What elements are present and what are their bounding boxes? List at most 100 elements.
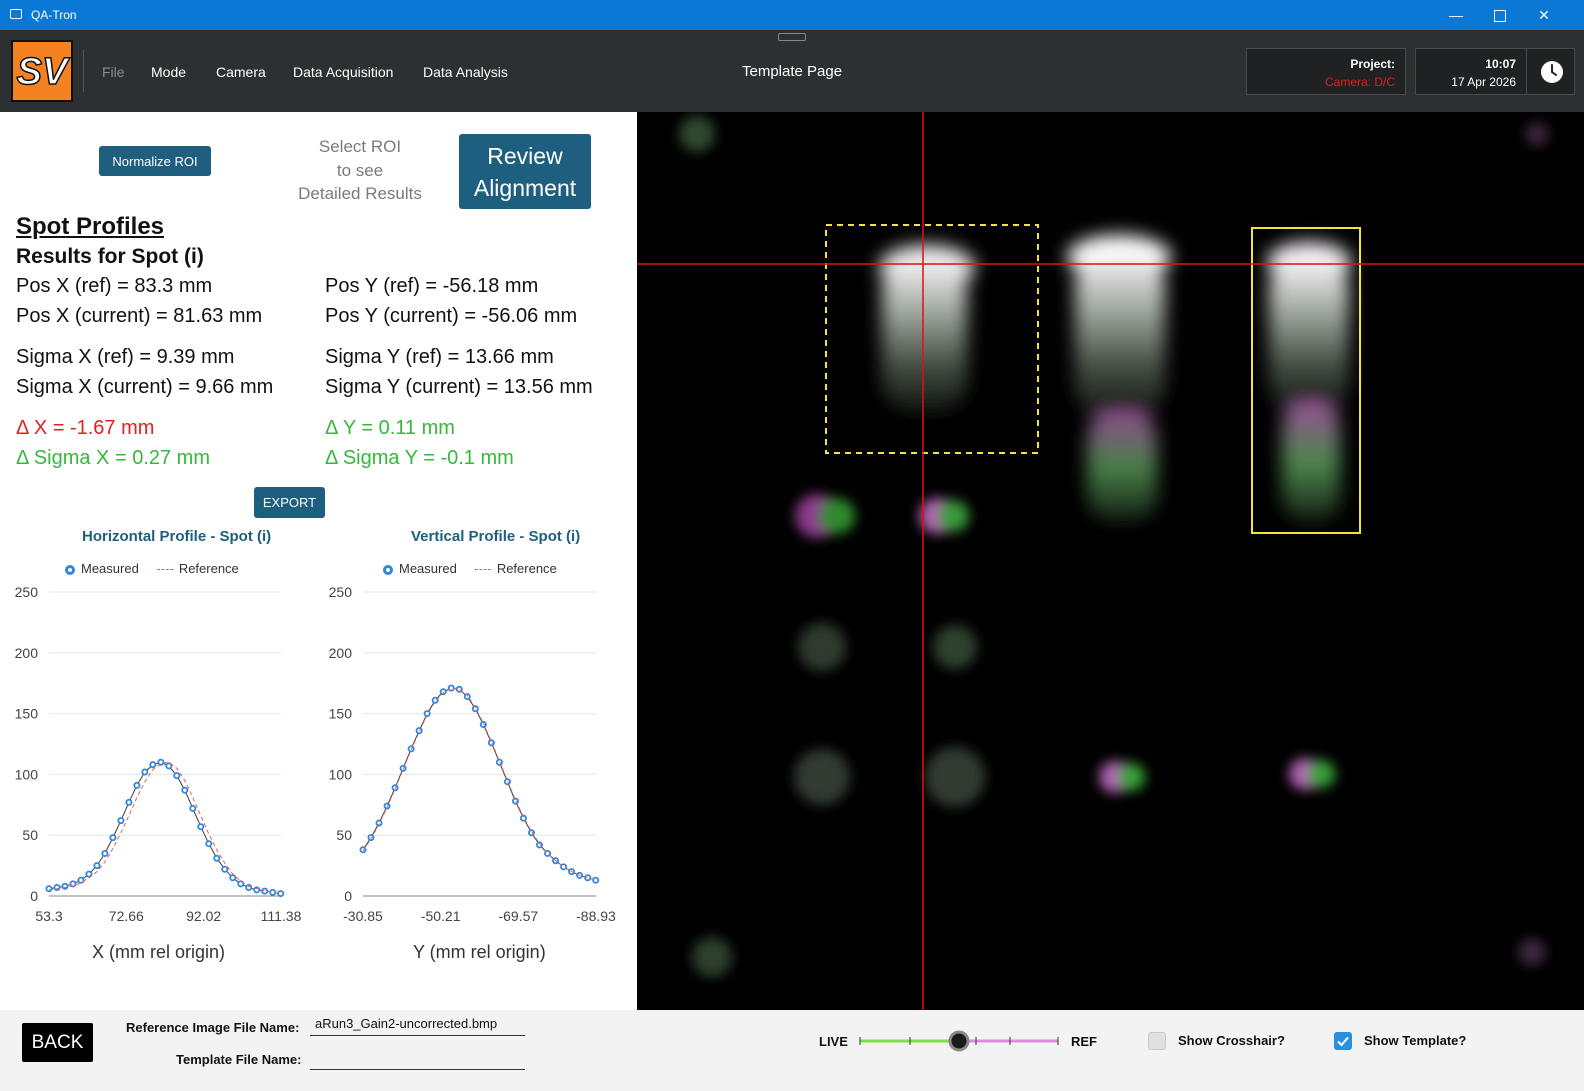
measured-point — [423, 710, 431, 718]
x-tick-label: 111.38 — [261, 908, 302, 924]
y-tick-label: 50 — [22, 827, 38, 843]
datetime-box: 10:07 17 Apr 2026 — [1415, 48, 1575, 95]
reference-line-icon — [156, 569, 173, 571]
measured-point — [277, 890, 285, 898]
legend-reference: Reference — [178, 561, 239, 576]
beam-spots — [879, 235, 1351, 522]
measured-point — [133, 781, 141, 789]
x-tick-label: 92.02 — [186, 908, 221, 924]
results-panel — [0, 112, 637, 1010]
clock-date: 17 Apr 2026 — [1451, 75, 1516, 89]
beam-image[interactable] — [637, 112, 1584, 1010]
measured-point — [53, 883, 61, 891]
live-ref-slider[interactable] — [856, 1028, 1062, 1054]
show-template-checkbox[interactable] — [1334, 1032, 1352, 1050]
measured-point — [149, 761, 157, 769]
menu-mode[interactable]: Mode — [151, 64, 187, 80]
legend-measured: Measured — [399, 561, 457, 576]
export-button[interactable]: EXPORT — [254, 487, 325, 518]
clock-icon[interactable] — [1540, 60, 1564, 84]
delta-sigma-x: Δ Sigma X = 0.27 mm — [16, 447, 210, 469]
y-tick-label: 250 — [15, 584, 39, 600]
measured-point — [189, 804, 197, 812]
close-button[interactable]: ✕ — [1522, 0, 1566, 30]
y-tick-label: 200 — [15, 645, 39, 661]
delta-x: Δ X = -1.67 mm — [16, 417, 155, 439]
app-icon — [10, 9, 22, 19]
measured-point — [463, 693, 471, 701]
normalize-roi-button[interactable]: Normalize ROI — [99, 146, 211, 176]
y-tick-label: 0 — [30, 888, 38, 904]
sigma-x-current: Sigma X (current) = 9.66 mm — [16, 376, 274, 398]
measured-point — [77, 876, 85, 884]
live-label: LIVE — [819, 1034, 848, 1049]
show-crosshair-label: Show Crosshair? — [1178, 1033, 1285, 1048]
clock-time: 10:07 — [1485, 57, 1516, 71]
hint-line: to see — [336, 160, 384, 180]
camera-image-view[interactable] — [637, 112, 1584, 1010]
y-tick-label: 250 — [329, 584, 353, 600]
y-tick-label: 150 — [329, 706, 353, 722]
y-tick-label: 100 — [15, 766, 39, 782]
window-title: QA-Tron — [31, 8, 77, 22]
horizontal-legend: Measured Reference — [65, 561, 239, 576]
profile-charts: 0 50 100 150 200 250 53.3 72.66 92.02 111.38 0 50 1… — [15, 584, 616, 924]
x-tick-label: -69.57 — [498, 908, 538, 924]
drag-handle[interactable] — [778, 33, 806, 41]
menu-camera[interactable]: Camera — [216, 64, 266, 80]
horizontal-axis-title: X (mm rel origin) — [92, 942, 226, 962]
spot-profiles-heading: Spot Profiles — [16, 213, 165, 240]
measured-point — [165, 762, 173, 770]
template-file-input[interactable] — [310, 1050, 525, 1070]
maximize-button[interactable] — [1478, 0, 1522, 30]
roi-box-selected[interactable] — [1251, 227, 1361, 534]
back-button[interactable]: BACK — [22, 1023, 93, 1062]
bottom-bar: BACK Reference Image File Name: Template… — [0, 1010, 1584, 1091]
close-icon: ✕ — [1538, 7, 1550, 23]
measured-point — [197, 823, 205, 831]
reference-file-label: Reference Image File Name: — [126, 1020, 300, 1035]
menu-data-analysis[interactable]: Data Analysis — [423, 64, 508, 80]
minimize-icon: — — [1449, 7, 1463, 23]
review-alignment-button[interactable]: Review Alignment — [459, 134, 591, 209]
y-tick-label: 100 — [329, 766, 353, 782]
measured-point — [117, 817, 125, 825]
slider-thumb[interactable] — [948, 1030, 970, 1052]
slider-ticks — [859, 1037, 1059, 1045]
minimize-button[interactable]: — — [1434, 0, 1478, 30]
reference-line-icon — [474, 569, 491, 571]
menu-file: File — [102, 64, 125, 80]
vertical-legend: Measured Reference — [383, 561, 557, 576]
project-label: Project: — [1350, 57, 1395, 71]
x-tick-label: -50.21 — [421, 908, 461, 924]
measured-point — [213, 854, 221, 862]
measured-point — [375, 819, 383, 827]
x-tick-label: 53.3 — [35, 908, 62, 924]
reference-series-line — [362, 687, 596, 881]
horizontal-profile-chart: 0 50 100 150 200 250 53.3 72.66 92.02 111.38 — [15, 584, 302, 924]
vertical-profile-chart: 0 50 100 150 200 250 -30.85 -50.21 -69.57 -88.93 — [329, 584, 616, 924]
measured-point — [45, 885, 53, 893]
ref-label: REF — [1071, 1034, 1097, 1049]
delta-y: Δ Y = 0.11 mm — [325, 417, 455, 439]
reference-file-input[interactable] — [310, 1016, 525, 1036]
measured-point — [471, 705, 479, 713]
measured-series-line — [48, 761, 281, 895]
results-subheading: Results for Spot (i) — [16, 245, 204, 268]
small-spots — [679, 116, 1549, 977]
maximize-icon — [1494, 10, 1506, 23]
measured-point — [245, 883, 253, 891]
measured-point — [487, 739, 495, 747]
vertical-profile-title: Vertical Profile - Spot (i) — [411, 528, 581, 545]
delta-sigma-y: Δ Sigma Y = -0.1 mm — [325, 447, 514, 469]
measured-point — [173, 772, 181, 780]
show-crosshair-checkbox[interactable] — [1148, 1032, 1166, 1050]
measured-point — [141, 768, 149, 776]
show-template-label: Show Template? — [1364, 1033, 1467, 1048]
measured-point — [536, 841, 544, 849]
menu-data-acquisition[interactable]: Data Acquisition — [293, 64, 394, 80]
measured-series-line — [362, 687, 596, 881]
legend-reference: Reference — [496, 561, 557, 576]
pos-y-current: Pos Y (current) = -56.06 mm — [325, 305, 578, 327]
hint-line: Detailed Results — [298, 184, 422, 203]
